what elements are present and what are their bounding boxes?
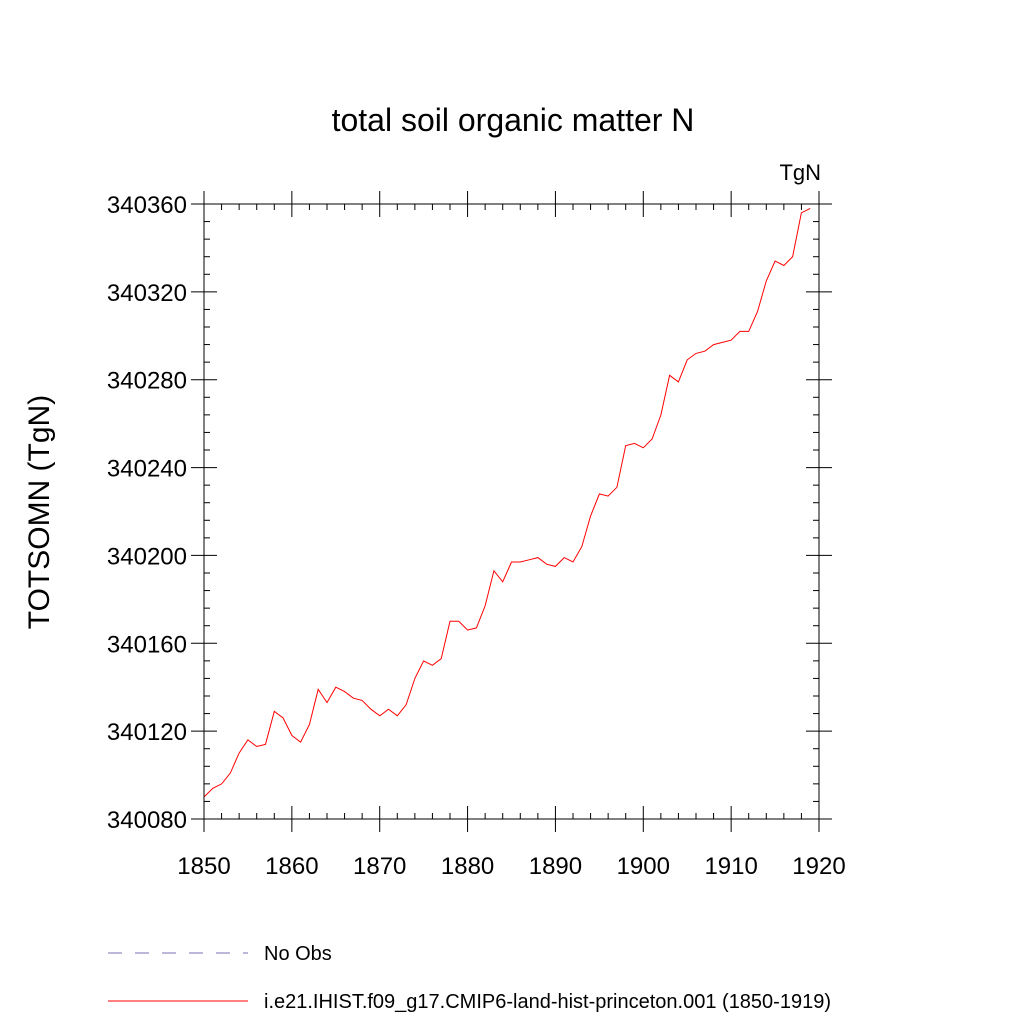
y-tick-label: 340320	[107, 280, 187, 307]
legend-label-series: i.e21.IHIST.f09_g17.CMIP6-land-hist-prin…	[264, 991, 831, 1013]
legend: No Obs i.e21.IHIST.f09_g17.CMIP6-land-hi…	[108, 943, 831, 1013]
x-tick-label: 1850	[177, 853, 230, 880]
x-tick-label: 1910	[704, 853, 757, 880]
y-tick-labels: 340080 340120 340160 340200 340240 340280 3403…	[107, 192, 187, 834]
minor-ticks	[204, 204, 819, 819]
major-ticks	[191, 191, 832, 832]
y-tick-label: 340360	[107, 192, 187, 219]
chart-title: total soil organic matter N	[332, 102, 695, 138]
y-tick-label: 340240	[107, 456, 187, 483]
x-tick-label: 1860	[265, 853, 318, 880]
x-tick-label: 1900	[617, 853, 670, 880]
y-tick-label: 340280	[107, 368, 187, 395]
series-group	[203, 207, 811, 798]
y-tick-label: 340160	[107, 631, 187, 658]
x-tick-label: 1870	[353, 853, 406, 880]
y-tick-label: 340080	[107, 807, 187, 834]
plot-frame	[203, 203, 820, 820]
y-tick-label: 340120	[107, 719, 187, 746]
y-axis-label: TOTSOMN (TgN)	[23, 395, 56, 629]
x-tick-label: 1890	[529, 853, 582, 880]
legend-label-no-obs: No Obs	[264, 943, 332, 965]
x-tick-labels: 1850 1860 1870 1880 1890 1900 1910 1920	[177, 853, 845, 880]
x-tick-label: 1920	[792, 853, 845, 880]
y-tick-label: 340200	[107, 543, 187, 570]
units-label: TgN	[779, 160, 821, 185]
series-line	[203, 207, 811, 798]
x-tick-label: 1880	[441, 853, 494, 880]
